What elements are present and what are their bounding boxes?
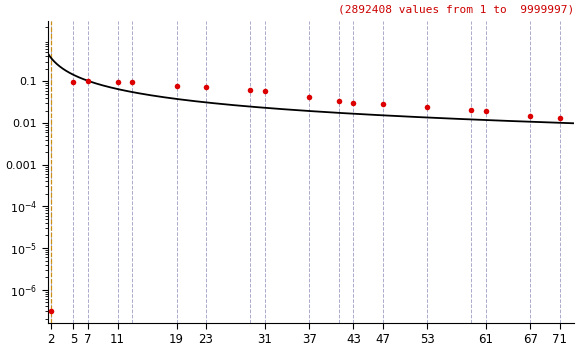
Text: (2892408 values from 1 to  9999997): (2892408 values from 1 to 9999997) — [338, 5, 574, 15]
